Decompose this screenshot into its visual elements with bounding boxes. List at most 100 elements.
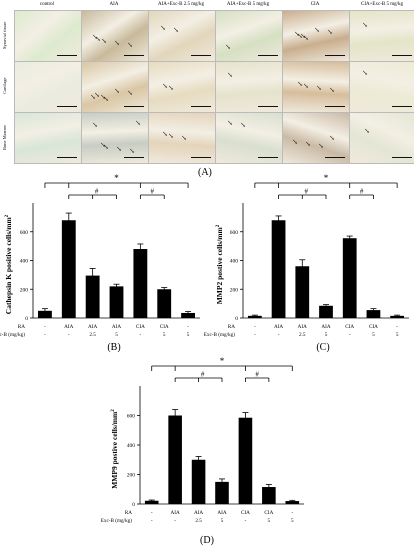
arrow-icon: ↘ bbox=[297, 80, 303, 88]
category-row-title: RA bbox=[18, 324, 25, 330]
arrow-icon: ↘ bbox=[101, 37, 107, 45]
arrow-icon: ↘ bbox=[327, 28, 333, 36]
micrograph-tile: ↘ ↘ ↘ ↘ bbox=[282, 61, 350, 113]
y-axis-label-superscript: 2 bbox=[216, 224, 221, 227]
significance-hash: # bbox=[95, 188, 99, 196]
y-tick-label: 0 bbox=[132, 502, 135, 508]
excb-label: 2.5 bbox=[195, 518, 202, 524]
scale-bar bbox=[124, 54, 144, 56]
arrow-icon: ↘ bbox=[297, 32, 303, 40]
ra-label: AIA bbox=[112, 324, 121, 330]
arrow-icon: ↘ bbox=[95, 35, 101, 43]
excb-label: 5 bbox=[325, 332, 328, 338]
micrograph-tile bbox=[14, 61, 82, 113]
ra-label: CIA bbox=[136, 324, 145, 330]
ra-label: AIA bbox=[171, 510, 180, 516]
excb-label: - bbox=[44, 332, 46, 338]
excb-label: 5 bbox=[268, 518, 271, 524]
excb-label: 5 bbox=[396, 332, 399, 338]
ra-label: - bbox=[396, 324, 398, 330]
bar bbox=[319, 305, 333, 318]
arrow-icon: ↘ bbox=[92, 121, 98, 129]
bar bbox=[271, 220, 286, 318]
ra-label: - bbox=[44, 324, 46, 330]
column-header: CIA+Exc-B 5 mg/kg bbox=[361, 2, 403, 7]
ra-label: CIA bbox=[160, 324, 169, 330]
excb-label: - bbox=[349, 332, 351, 338]
arrow-icon: ↘ bbox=[94, 91, 100, 99]
column-header: control bbox=[39, 2, 55, 7]
significance-hash: # bbox=[151, 188, 155, 196]
y-axis-label: Cathepsin K positive cells/mm2 bbox=[4, 214, 13, 314]
ra-label: AIA bbox=[194, 510, 203, 516]
arrow-icon: ↘ bbox=[305, 140, 311, 148]
micrograph-tile: ↘ ↘ bbox=[148, 10, 216, 62]
arrow-icon: ↘ bbox=[362, 21, 368, 29]
bar bbox=[247, 315, 262, 318]
micrograph-tile: ↘ ↘ ↘ ↘ ↘ ↘ bbox=[282, 10, 350, 62]
ra-label: CIA bbox=[369, 324, 378, 330]
micrograph-tile: ↘ bbox=[215, 61, 283, 113]
ra-label: AIA bbox=[88, 324, 97, 330]
arrow-icon: ↘ bbox=[168, 84, 174, 92]
y-tick-label: 600 bbox=[20, 230, 29, 236]
excb-label: 2.5 bbox=[89, 332, 96, 338]
scale-bar bbox=[392, 105, 412, 107]
ra-label: AIA bbox=[274, 324, 283, 330]
micrograph-grid: control AIA AIA+Exc-B 2.5 mg/kg AIA+Exc-B 5… bbox=[0, 0, 414, 168]
chart-mmp2: 0 200 400 600 MMP2 postive cells/mm2 RAExc-B … bbox=[204, 173, 409, 353]
ra-label: CIA bbox=[345, 324, 354, 330]
significance-hash: # bbox=[360, 188, 364, 196]
arrow-icon: ↘ bbox=[240, 121, 246, 129]
y-tick-label: 600 bbox=[127, 414, 136, 420]
chart-mmp9: 0 200 400 600 MMP9 postive cells/mm2 RAExc-B … bbox=[101, 356, 304, 546]
micrograph-tile: ↘ ↘ ↘ ↘ ↘ bbox=[81, 10, 149, 62]
arrow-icon: ↘ bbox=[100, 141, 106, 149]
ra-label: - bbox=[151, 510, 153, 516]
arrow-icon: ↘ bbox=[292, 138, 298, 146]
excb-label: - bbox=[254, 332, 256, 338]
scale-bar bbox=[191, 54, 211, 56]
ra-label: AIA bbox=[217, 510, 226, 516]
y-axis-label-superscript: 2 bbox=[111, 409, 116, 412]
y-tick-label: 400 bbox=[20, 259, 29, 265]
arrow-icon: ↘ bbox=[116, 145, 122, 153]
panel-label: (B) bbox=[107, 342, 120, 353]
row-label: Cartilage bbox=[2, 77, 7, 95]
arrow-icon: ↘ bbox=[114, 87, 120, 95]
bar bbox=[133, 249, 148, 318]
ra-label: - bbox=[291, 510, 293, 516]
bar bbox=[215, 481, 229, 504]
arrow-icon: ↘ bbox=[162, 130, 168, 138]
y-axis-label-text: MMP2 postive cells/mm bbox=[215, 226, 224, 304]
arrow-icon: ↘ bbox=[316, 84, 322, 92]
excb-label: 5 bbox=[115, 332, 118, 338]
micrograph-tile: ↘ ↘ ↘ ↘ ↘ ↘ bbox=[81, 61, 149, 113]
arrow-icon: ↘ bbox=[329, 134, 335, 142]
bar bbox=[238, 417, 253, 504]
excb-label: 5 bbox=[187, 332, 190, 338]
excb-label: 5 bbox=[291, 518, 294, 524]
scale-bar bbox=[325, 54, 345, 56]
scale-bar bbox=[258, 105, 278, 107]
column-header: AIA+Exc-B 2.5 mg/kg bbox=[157, 2, 204, 7]
scale-bar bbox=[392, 156, 412, 158]
arrow-icon: ↘ bbox=[160, 24, 166, 32]
panel-label: (D) bbox=[200, 535, 214, 546]
arrow-icon: ↘ bbox=[168, 132, 174, 140]
bar bbox=[61, 220, 76, 318]
micrograph-tile: ↘ bbox=[349, 10, 414, 62]
arrow-icon: ↘ bbox=[329, 86, 335, 94]
arrow-icon: ↘ bbox=[127, 89, 133, 97]
column-header: AIA+Exc-B 5 mg/kg bbox=[226, 2, 270, 7]
micrograph-tile bbox=[14, 112, 82, 164]
significance-star: * bbox=[114, 173, 119, 183]
ra-label: CIA bbox=[241, 510, 250, 516]
y-tick-label: 200 bbox=[127, 473, 136, 479]
panel-label: (C) bbox=[316, 342, 329, 353]
bar bbox=[342, 238, 357, 318]
ra-label: AIA bbox=[321, 324, 330, 330]
micrograph-tile: ↘ bbox=[349, 112, 414, 164]
y-tick-label: 400 bbox=[127, 443, 136, 449]
scale-bar bbox=[258, 54, 278, 56]
